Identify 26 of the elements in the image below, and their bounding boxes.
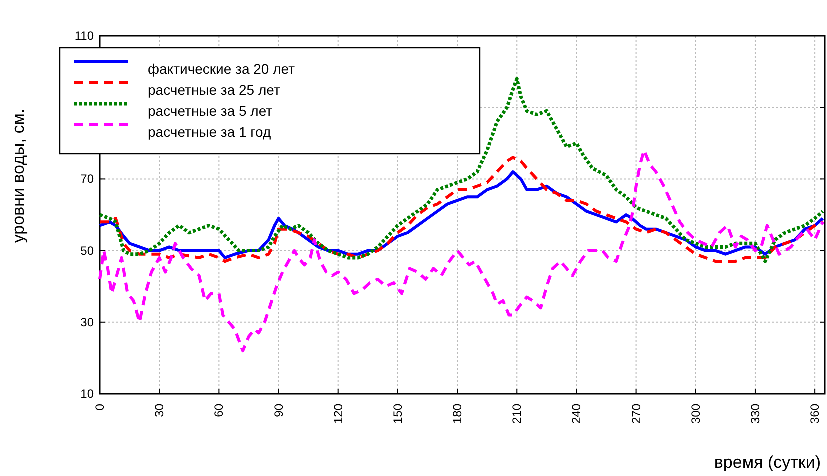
x-tick-label: 180 — [450, 404, 465, 424]
legend-label: расчетные за 1 год — [148, 124, 272, 140]
y-tick-label: 10 — [80, 387, 94, 401]
x-tick-label: 210 — [510, 404, 524, 424]
x-tick-label: 150 — [390, 404, 405, 424]
line-series — [98, 156, 825, 264]
x-tick-label: 300 — [688, 404, 703, 424]
line-series — [98, 77, 825, 264]
x-tick-label: 90 — [272, 404, 286, 418]
x-tick-label: 0 — [93, 404, 107, 411]
x-axis-title: время (сутки) — [714, 453, 821, 472]
x-tick-label: 330 — [748, 404, 762, 424]
y-axis-title: уровни воды, см. — [9, 108, 28, 244]
y-tick-label: 110 — [74, 29, 94, 43]
legend-label: расчетные за 5 лет — [148, 103, 274, 119]
legend-label: расчетные за 25 лет — [148, 82, 281, 98]
x-tick-label: 240 — [570, 404, 584, 424]
y-tick-label: 50 — [80, 244, 94, 258]
legend-label: фактические за 20 лет — [148, 61, 296, 77]
x-tick-label: 270 — [629, 404, 644, 424]
y-tick-label: 30 — [80, 315, 94, 330]
x-tick-label: 360 — [808, 404, 822, 424]
x-tick-label: 120 — [331, 404, 346, 424]
x-tick-label: 60 — [212, 404, 226, 418]
x-tick-label: 30 — [152, 404, 167, 418]
y-tick-label: 70 — [80, 172, 94, 186]
